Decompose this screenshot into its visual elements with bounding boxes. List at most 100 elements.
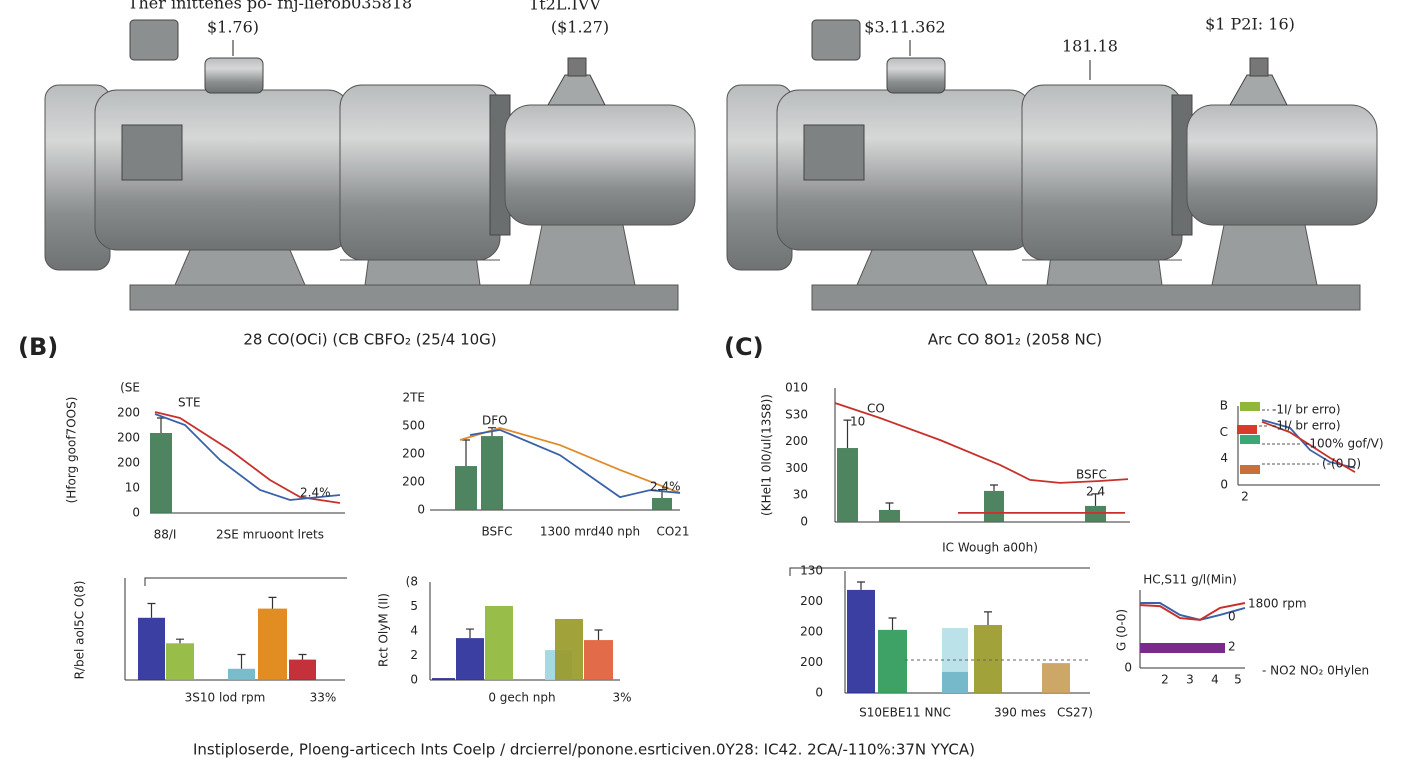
y-tick-label: 0 — [800, 515, 808, 529]
y-tick-label: 4 — [1220, 451, 1228, 465]
line — [1139, 602, 1246, 621]
panel-subtitle: 28 CO(OCi) (CB CBFO₂ (25/4 10G) — [243, 331, 496, 349]
bar — [456, 638, 484, 680]
bracket — [144, 577, 347, 586]
y-tick-label: 0 — [417, 503, 425, 517]
x-axis-label: 88/I — [154, 528, 177, 542]
y-tick-label: C — [1220, 425, 1228, 439]
bar — [485, 606, 513, 680]
legend-label: (-(0 D) — [1322, 457, 1361, 471]
annotation: 2 — [1228, 640, 1236, 654]
x-axis-label: CS27) — [1057, 706, 1093, 720]
error-bar — [885, 502, 894, 510]
caption: Instiploserde, Ploeng-articech Ints Coel… — [193, 741, 975, 759]
bar — [652, 497, 672, 510]
y-tick-label: (SE — [120, 381, 140, 395]
y-tick-label: 10 — [125, 481, 140, 495]
annotation: BSFC — [1076, 468, 1107, 482]
legend-swatch — [1240, 402, 1260, 411]
error-bar — [176, 638, 184, 644]
line — [1261, 419, 1356, 469]
x-axis-label: 3% — [612, 691, 631, 705]
y-tick-label: 200 — [785, 434, 808, 448]
error-bar — [857, 581, 865, 590]
bar — [258, 608, 287, 680]
panel-subtitle: Arc CO 8O1₂ (2058 NC) — [928, 331, 1102, 349]
y-tick-label: 0 — [1124, 661, 1132, 675]
error-bar — [984, 611, 992, 625]
x-axis-label: S10EBE11 NNC — [859, 706, 951, 720]
bracket — [789, 567, 1090, 576]
bar — [942, 671, 968, 693]
error-bar — [298, 653, 307, 660]
error-bar — [147, 602, 156, 618]
error-bar — [237, 653, 246, 669]
y-axis-label: R/bel aol5C O(8) — [73, 581, 87, 680]
y-tick-label: 200 — [402, 447, 425, 461]
x-tick-label: 5 — [1234, 673, 1242, 687]
bar — [847, 589, 875, 693]
y-axis-label: Rct OlyM (II) — [377, 593, 391, 667]
x-axis-label: 3S10 lod rpm — [185, 691, 266, 705]
x-tick-label: 4 — [1211, 673, 1219, 687]
y-tick-label: 200 — [402, 475, 425, 489]
line — [469, 428, 681, 499]
error-bar — [1091, 493, 1100, 506]
annotation: 2.4% — [650, 480, 681, 494]
line — [1140, 602, 1246, 621]
x-axis-label: BSFC — [482, 525, 513, 539]
x-axis-label: 0 gech nph — [488, 691, 555, 705]
legend-swatch — [1240, 435, 1260, 444]
y-tick-label: 200 — [800, 655, 823, 669]
line — [1261, 420, 1356, 473]
price-label: $1.76) — [207, 18, 259, 37]
bar — [974, 624, 1002, 693]
line — [834, 402, 1129, 484]
x-tick-label: 3 — [1186, 673, 1194, 687]
price-label: $1 P2I: 16) — [1205, 15, 1295, 34]
x-tick-label: 2 — [1241, 490, 1249, 504]
y-tick-label: (8 — [406, 575, 418, 589]
y-tick-label: 010 — [785, 381, 808, 395]
y-axis-label: (KHel1 0l0/ul(13S8)) — [760, 394, 774, 516]
error-bar — [990, 484, 998, 491]
price-label: 181.18 — [1062, 37, 1118, 56]
bar — [432, 678, 455, 680]
legend-label: -1I/ br erro) — [1272, 403, 1341, 417]
y-tick-label: 0 — [410, 673, 418, 687]
bar — [138, 617, 165, 680]
y-tick-label: 200 — [117, 431, 140, 445]
x-axis-label: CO21 — [656, 525, 689, 539]
panel-label: (B) — [18, 333, 58, 361]
y-tick-label: 300 — [785, 461, 808, 475]
price-label: ($1.27) — [551, 18, 609, 37]
x-axis-label: 390 mes — [994, 706, 1046, 720]
y-tick-label: 4 — [410, 624, 418, 638]
annotation: 2 4 — [1086, 485, 1105, 499]
x-axis-label: 33% — [310, 691, 337, 705]
legend-swatch — [1240, 465, 1260, 474]
y-tick-label: B — [1220, 399, 1228, 413]
error-bar — [888, 617, 897, 630]
error-bar — [462, 439, 470, 467]
annotation: 10 — [850, 415, 865, 429]
error-bar — [157, 417, 165, 433]
y-tick-label: 5 — [410, 599, 418, 613]
bar — [289, 659, 316, 680]
annotation: 1800 rpm — [1248, 597, 1307, 611]
legend-label: -1I/ br erro) — [1272, 419, 1341, 433]
header-title: Ther inittenes po- fnj-lierob035818 — [128, 0, 412, 13]
bar — [481, 436, 503, 510]
error-bar — [268, 596, 277, 609]
error-bar — [594, 629, 603, 641]
bar — [1042, 663, 1070, 693]
y-tick-label: S30 — [785, 407, 808, 421]
x-axis-label: 1300 mrd40 nph — [540, 525, 640, 539]
bar — [584, 640, 613, 680]
y-tick-label: 0 — [815, 686, 823, 700]
legend-swatch — [1237, 425, 1257, 434]
bar — [555, 618, 583, 680]
panel-label: (C) — [724, 333, 764, 361]
y-tick-label: 2 — [410, 648, 418, 662]
